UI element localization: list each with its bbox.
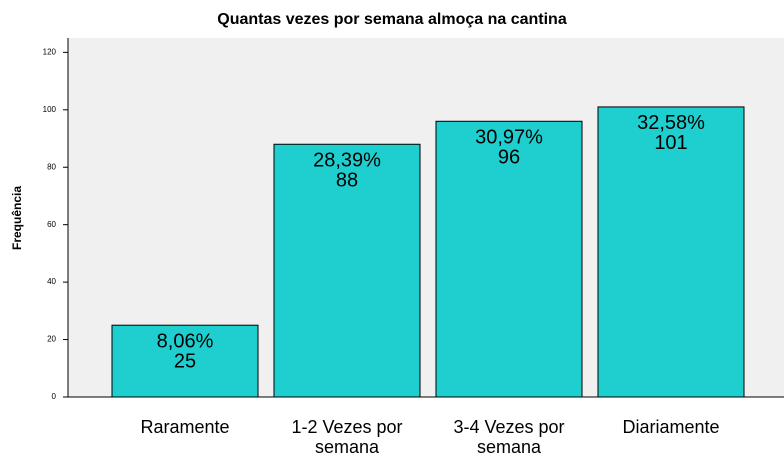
bar: [111, 324, 259, 398]
y-axis-label: Frequência: [10, 186, 24, 250]
percentage-label: 30,97%: [475, 127, 543, 149]
y-tick-label: 120: [43, 47, 57, 56]
percentage-label: 8,06%: [157, 330, 214, 352]
x-tick-label: Diariamente: [622, 417, 719, 437]
y-tick-label: 80: [47, 162, 56, 171]
bar: [597, 106, 745, 398]
percentage-label: 32,58%: [637, 112, 705, 134]
chart-title: Quantas vezes por semana almoça na canti…: [217, 11, 567, 28]
value-label: 88: [336, 170, 358, 192]
x-tick-label: 1-2 Vezes por semana: [291, 417, 402, 454]
bar: [435, 120, 583, 398]
percentage-label: 28,39%: [313, 150, 381, 172]
y-tick-label: 20: [47, 335, 56, 344]
y-tick-label: 100: [43, 105, 57, 114]
y-tick-label: 60: [47, 220, 56, 229]
bar: [273, 143, 421, 398]
y-tick-label: 40: [47, 277, 56, 286]
value-label: 25: [174, 350, 196, 372]
x-tick-label: 3-4 Vezes por semana: [453, 417, 564, 454]
x-tick-label: Raramente: [140, 417, 229, 437]
value-label: 96: [498, 147, 520, 169]
y-tick-label: 0: [52, 392, 57, 401]
value-label: 101: [654, 132, 687, 154]
